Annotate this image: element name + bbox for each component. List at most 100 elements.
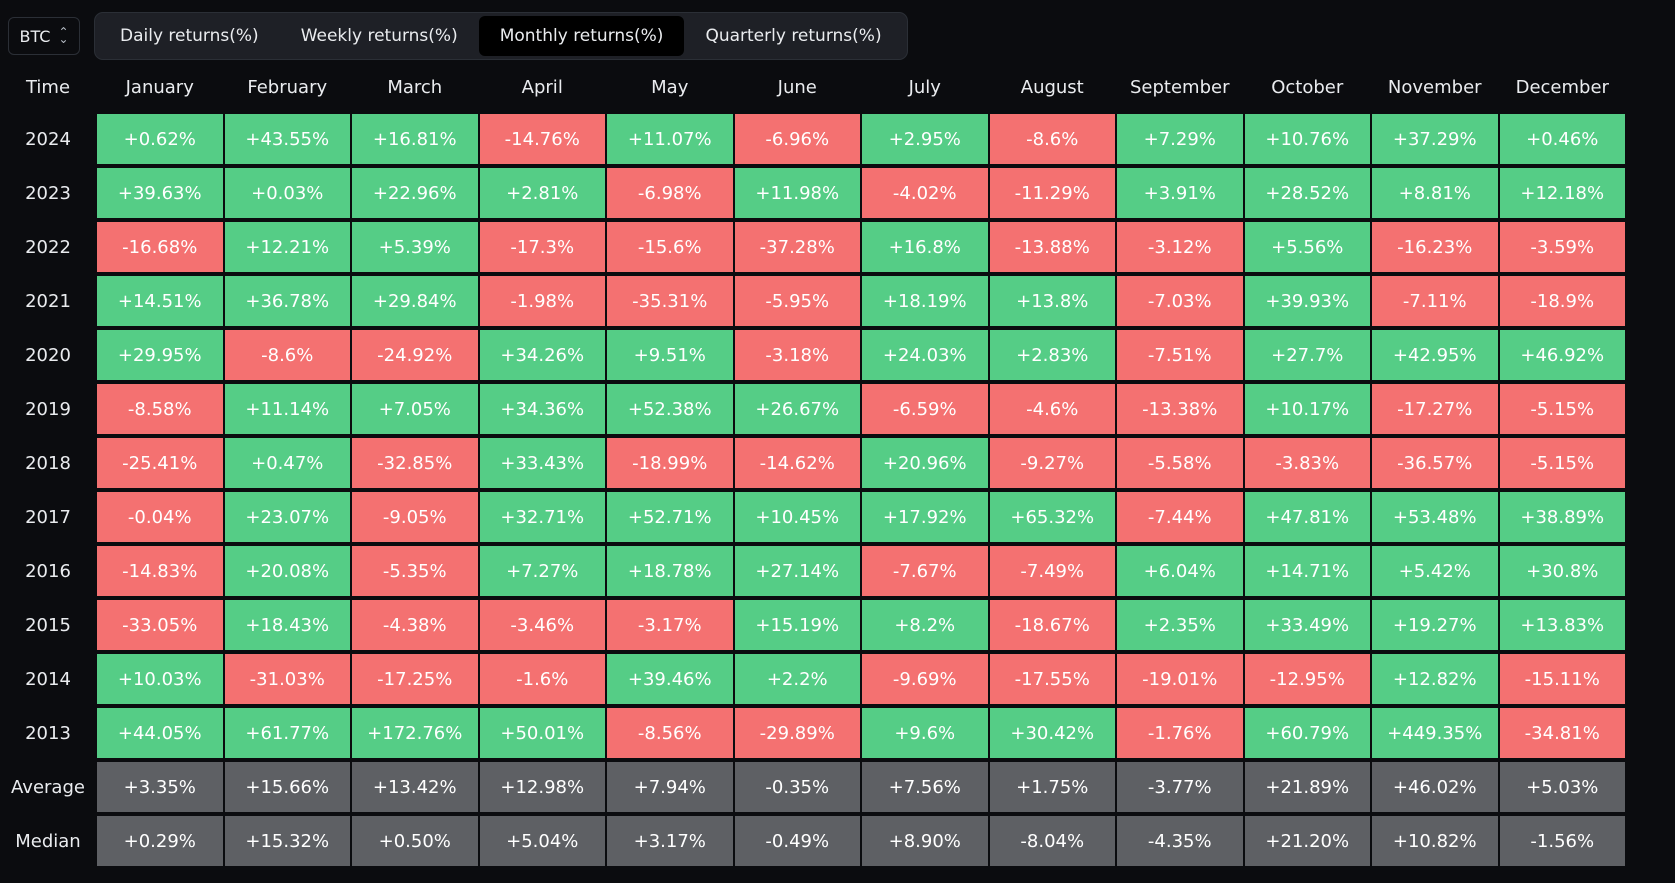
summary-cell: -3.77% (1117, 762, 1243, 812)
return-cell: -4.6% (989, 384, 1115, 434)
return-cell: -18.67% (989, 600, 1115, 650)
summary-cell: +7.94% (607, 762, 733, 812)
return-cell: -5.15% (1499, 384, 1625, 434)
return-cell: +449.35% (1372, 708, 1498, 758)
returns-heatmap-table: Time January February March April May June Jul… (0, 62, 1626, 868)
summary-cell: +3.35% (97, 762, 223, 812)
return-cell: -8.58% (97, 384, 223, 434)
return-cell: +9.6% (862, 708, 988, 758)
return-cell: +23.07% (224, 492, 350, 542)
return-cell: +7.29% (1117, 114, 1243, 164)
return-cell: +43.55% (224, 114, 350, 164)
summary-cell: +0.29% (97, 816, 223, 866)
return-cell: -8.6% (989, 114, 1115, 164)
summary-cell: -0.35% (734, 762, 860, 812)
summary-row: Median +0.29% +15.32% +0.50% +5.04% +3.17% -0.… (0, 814, 1626, 868)
return-cell: +11.14% (224, 384, 350, 434)
return-cell: -1.6% (479, 654, 605, 704)
return-cell: -1.98% (479, 276, 605, 326)
asset-selector[interactable]: BTC ⌃ ⌄ (8, 17, 80, 55)
tab-daily-returns[interactable]: Daily returns(%) (120, 26, 259, 46)
return-cell: -17.55% (989, 654, 1115, 704)
return-cell: -3.17% (607, 600, 733, 650)
return-cell: +9.51% (607, 330, 733, 380)
summary-cell: +13.42% (352, 762, 478, 812)
return-cell: +18.43% (224, 600, 350, 650)
year-label: 2023 (25, 182, 71, 204)
return-cell: +33.49% (1244, 600, 1370, 650)
return-cell: -4.02% (862, 168, 988, 218)
return-cell: -7.11% (1372, 276, 1498, 326)
return-cell: +53.48% (1372, 492, 1498, 542)
return-cell: +27.7% (1244, 330, 1370, 380)
table-row: 2017 -0.04% +23.07% -9.05% +32.71% +52.71% +10… (0, 490, 1626, 544)
summary-cell: +0.50% (352, 816, 478, 866)
return-cell: +39.46% (607, 654, 733, 704)
return-cell: -6.96% (734, 114, 860, 164)
return-cell: +20.96% (862, 438, 988, 488)
return-cell: +0.62% (97, 114, 223, 164)
return-cell: -17.3% (479, 222, 605, 272)
return-cell: +2.2% (734, 654, 860, 704)
table-row: 2020 +29.95% -8.6% -24.92% +34.26% +9.51% -3.1… (0, 328, 1626, 382)
table-row: 2022 -16.68% +12.21% +5.39% -17.3% -15.6% -37.… (0, 220, 1626, 274)
return-cell: +16.8% (862, 222, 988, 272)
summary-cell: +12.98% (479, 762, 605, 812)
return-cell: -25.41% (97, 438, 223, 488)
return-cell: -3.46% (479, 600, 605, 650)
column-header-october: October (1271, 76, 1344, 98)
column-header-september: September (1130, 76, 1230, 98)
return-cell: +29.95% (97, 330, 223, 380)
return-cell: +34.36% (479, 384, 605, 434)
return-cell: +5.56% (1244, 222, 1370, 272)
tab-weekly-returns[interactable]: Weekly returns(%) (300, 26, 458, 46)
summary-cell: +7.56% (862, 762, 988, 812)
year-label: 2015 (25, 614, 71, 636)
return-cell: +3.91% (1117, 168, 1243, 218)
return-cell: +22.96% (352, 168, 478, 218)
year-label: 2019 (25, 398, 71, 420)
return-cell: +18.19% (862, 276, 988, 326)
return-cell: -7.49% (989, 546, 1115, 596)
return-cell: +8.2% (862, 600, 988, 650)
return-cell: +47.81% (1244, 492, 1370, 542)
return-cell: +37.29% (1372, 114, 1498, 164)
return-cell: -15.6% (607, 222, 733, 272)
return-cell: -34.81% (1499, 708, 1625, 758)
table-row: 2014 +10.03% -31.03% -17.25% -1.6% +39.46% +2.… (0, 652, 1626, 706)
summary-cell: -8.04% (989, 816, 1115, 866)
returns-period-tabs: Daily returns(%) Weekly returns(%) Monthly… (94, 12, 908, 60)
return-cell: -15.11% (1499, 654, 1625, 704)
return-cell: -3.12% (1117, 222, 1243, 272)
tab-monthly-returns[interactable]: Monthly returns(%) (478, 16, 685, 56)
return-cell: -14.83% (97, 546, 223, 596)
summary-cell: +8.90% (862, 816, 988, 866)
return-cell: -36.57% (1372, 438, 1498, 488)
return-cell: -16.23% (1372, 222, 1498, 272)
return-cell: +29.84% (352, 276, 478, 326)
tab-quarterly-returns[interactable]: Quarterly returns(%) (705, 26, 882, 46)
return-cell: +30.42% (989, 708, 1115, 758)
year-label: 2018 (25, 452, 71, 474)
return-cell: +18.78% (607, 546, 733, 596)
year-label: 2022 (25, 236, 71, 258)
return-cell: -3.18% (734, 330, 860, 380)
summary-cell: +21.20% (1244, 816, 1370, 866)
return-cell: -8.6% (224, 330, 350, 380)
return-cell: -5.95% (734, 276, 860, 326)
return-cell: -13.88% (989, 222, 1115, 272)
return-cell: +14.71% (1244, 546, 1370, 596)
column-header-august: August (1020, 76, 1084, 98)
return-cell: +13.83% (1499, 600, 1625, 650)
return-cell: -5.58% (1117, 438, 1243, 488)
year-label: 2024 (25, 128, 71, 150)
return-cell: +7.27% (479, 546, 605, 596)
return-cell: +5.39% (352, 222, 478, 272)
return-cell: +11.98% (734, 168, 860, 218)
chevron-up-down-icon: ⌃ ⌄ (58, 25, 69, 46)
return-cell: +20.08% (224, 546, 350, 596)
return-cell: -0.04% (97, 492, 223, 542)
return-cell: +26.67% (734, 384, 860, 434)
return-cell: -14.76% (479, 114, 605, 164)
summary-row-label: Median (15, 830, 81, 852)
